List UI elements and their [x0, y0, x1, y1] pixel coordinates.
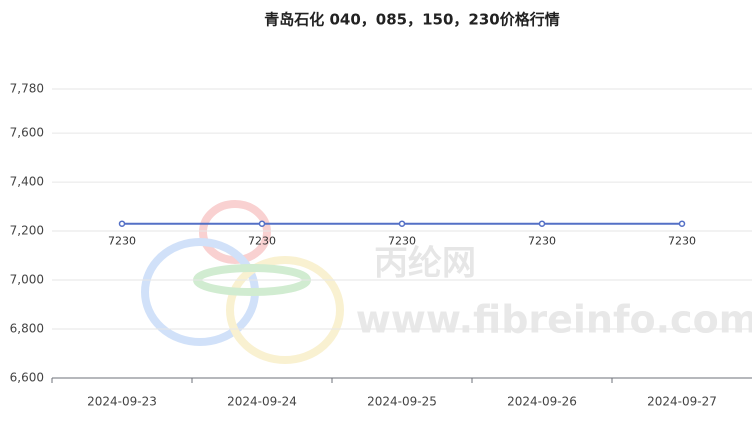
y-tick-label: 7,600	[10, 126, 44, 140]
point	[538, 220, 546, 227]
y-tick-label: 7,000	[10, 273, 44, 287]
point	[678, 220, 686, 227]
value-label: 7230	[248, 235, 276, 248]
watermark-url: www.fibreinfo.com	[356, 298, 752, 342]
x-tick-label: 2024-09-26	[507, 395, 577, 409]
x-tick-label: 2024-09-25	[367, 395, 437, 409]
point	[258, 220, 266, 227]
x-tick-label: 2024-09-24	[227, 395, 297, 409]
point	[398, 220, 406, 227]
y-tick-label: 7,200	[10, 224, 44, 238]
y-tick-label: 6,600	[10, 371, 44, 385]
y-tick-label: 7,400	[10, 175, 44, 189]
chart-title: 青岛石化 040，085，150，230价格行情	[264, 11, 559, 29]
point	[118, 220, 126, 227]
x-tick-label: 2024-09-27	[647, 395, 717, 409]
x-tick-label: 2024-09-23	[87, 395, 157, 409]
watermark-cn: 丙纶网	[374, 244, 476, 284]
value-label: 7230	[388, 235, 416, 248]
value-label: 7230	[528, 235, 556, 248]
y-tick-label: 6,800	[10, 322, 44, 336]
y-tick-label: 7,780	[10, 82, 44, 96]
watermark-logo	[141, 200, 344, 364]
value-label: 7230	[668, 235, 696, 248]
value-label: 7230	[108, 235, 136, 248]
